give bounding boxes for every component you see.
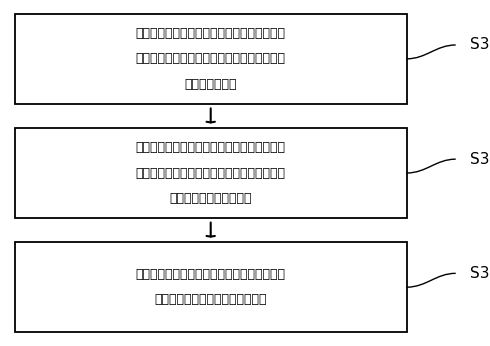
Text: 频谱切换命令，确定目标工作频点上的专用随: 频谱切换命令，确定目标工作频点上的专用随 [136, 52, 286, 65]
Text: 所述终端通过所述专用随机接入资源信息所对: 所述终端通过所述专用随机接入资源信息所对 [136, 141, 286, 154]
Text: S303: S303 [470, 266, 490, 281]
Bar [15, 242, 407, 332]
Bar [15, 128, 407, 218]
Text: 当所述非竞争随机接入过程完成后，所述终端: 当所述非竞争随机接入过程完成后，所述终端 [136, 268, 286, 281]
Text: 所述认知无线电系统中的终端接收基站发送的: 所述认知无线电系统中的终端接收基站发送的 [136, 27, 286, 40]
Text: 机接入资源信息: 机接入资源信息 [184, 78, 237, 91]
Text: 向所述基站发送频谱切换完成消息: 向所述基站发送频谱切换完成消息 [154, 293, 267, 306]
Text: 发起非竞争随机接入过程: 发起非竞争随机接入过程 [170, 192, 252, 205]
Text: S302: S302 [470, 152, 490, 167]
Text: 应的资源，在所述目标工作频点上向所述基站: 应的资源，在所述目标工作频点上向所述基站 [136, 166, 286, 180]
Text: S301: S301 [470, 37, 490, 53]
Bar [15, 14, 407, 104]
